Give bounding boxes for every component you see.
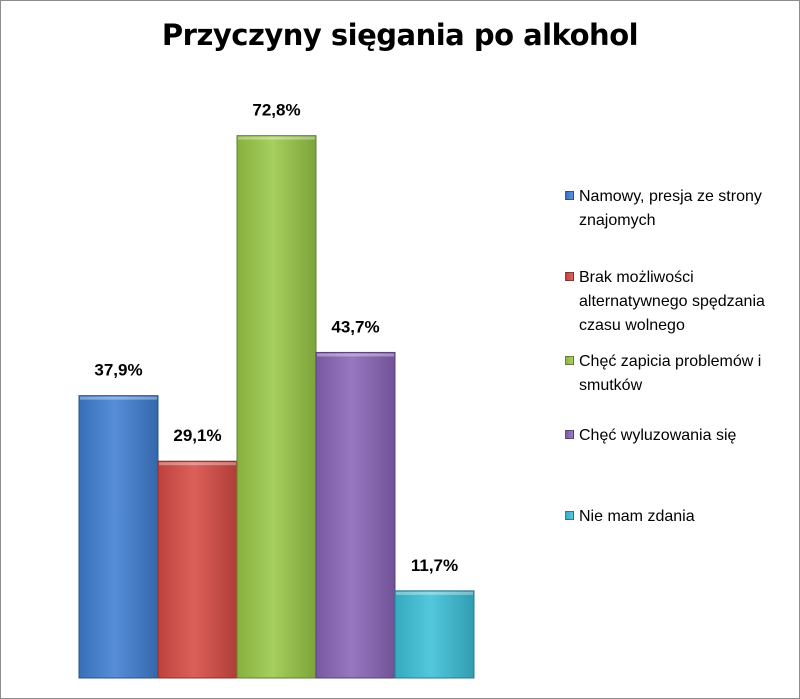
legend-label-4: Chęć wyluzowania się	[579, 427, 737, 444]
bar-highlight-2	[159, 462, 236, 466]
data-label-5: 11,7%	[411, 556, 458, 575]
data-label-2: 29,1%	[173, 426, 221, 445]
legend-swatch-4	[565, 430, 574, 439]
chart-title: Przyczyny sięgania po alkohol	[161, 18, 639, 52]
legend-item-4: Chęć wyluzowania się	[565, 424, 795, 448]
bar-highlight-3	[238, 136, 315, 140]
bar-highlight-1	[80, 396, 157, 400]
legend-item-5: Nie mam zdania	[565, 505, 795, 529]
bar-5	[394, 590, 475, 679]
legend-swatch-1	[565, 191, 574, 200]
bar-4	[315, 351, 396, 679]
legend-item-1: Namowy, presja ze strony znajomych	[565, 185, 795, 233]
bar-3	[236, 135, 317, 679]
legend-item-2: Brak możliwości alternatywnego spędzania…	[565, 266, 795, 338]
data-label-4: 43,7%	[331, 317, 379, 336]
legend-item-3: Chęć zapicia problemów i smutków	[565, 350, 795, 398]
legend-swatch-5	[565, 511, 574, 520]
legend-label-3: Chęć zapicia problemów i smutków	[579, 353, 762, 394]
data-label-3: 72,8%	[252, 101, 300, 120]
legend-label-1: Namowy, presja ze strony znajomych	[579, 188, 762, 229]
bar-highlight-5	[396, 591, 473, 595]
bar-1	[78, 395, 159, 679]
legend-label-5: Nie mam zdania	[579, 508, 695, 525]
legend-swatch-3	[565, 356, 574, 365]
legend-swatch-2	[565, 272, 574, 281]
data-label-1: 37,9%	[94, 361, 142, 380]
legend-label-2: Brak możliwości alternatywnego spędzania…	[579, 269, 765, 334]
bar-highlight-4	[317, 353, 394, 357]
bar-2	[157, 460, 238, 679]
